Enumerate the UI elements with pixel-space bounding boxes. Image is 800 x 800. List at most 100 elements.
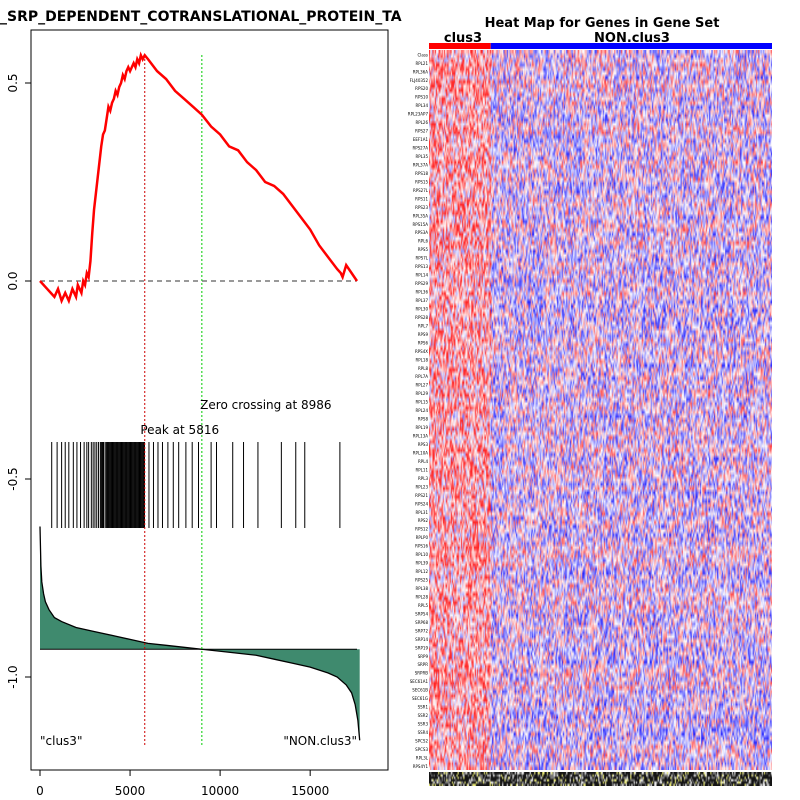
x-tick-label: 15000: [291, 784, 329, 798]
heatmap-row-label: RPS21: [415, 493, 428, 498]
heatmap-row-label: SRP9: [418, 654, 429, 659]
heatmap-row-label: FLJ40352: [410, 78, 429, 83]
heatmap-row-label: RPL8: [418, 366, 428, 371]
heatmap-row-label: SRPR: [417, 662, 428, 667]
heatmap-row-label: RPS3A: [415, 230, 428, 235]
heatmap-row-label: RPL37A: [413, 162, 429, 167]
heatmap-row-label: RPS8: [418, 417, 429, 422]
heatmap-row-label: RPL38: [415, 586, 428, 591]
ranked-metric-area: [39, 526, 361, 741]
heatmap-row-label: RPS27A: [412, 146, 428, 151]
heatmap-row-label: RPL6: [418, 239, 428, 244]
heatmap-row-label: RPL31: [415, 510, 428, 515]
heatmap-row-label: SRPRB: [415, 671, 429, 676]
heatmap-row-label: RPL35A: [413, 213, 429, 218]
heatmap-row-label: RPL7: [418, 323, 428, 328]
heatmap-row-label: RPL4: [418, 459, 428, 464]
heatmap-row-label: SRP19: [415, 645, 428, 650]
metric-fill: [40, 526, 360, 741]
heatmap-cells: [429, 50, 772, 770]
class-bar-segment: [490, 43, 772, 49]
heatmap-row-label: RPS23: [415, 205, 428, 210]
heatmap-row-label: RPL24: [415, 408, 428, 413]
enrichment-score-line: [39, 51, 359, 305]
heatmap-row-label: RPS27L: [413, 188, 429, 193]
heatmap-row-label: RPL19: [415, 425, 428, 430]
heatmap-row-label: RPS5: [418, 247, 429, 252]
heatmap-row-label: RPL10A: [413, 450, 429, 455]
heatmap-row-label: SSR2: [418, 713, 429, 718]
heatmap-row-label: RPL21: [415, 61, 428, 66]
heatmap-row-label: RPLP0: [416, 535, 429, 540]
heatmap-row-label: RPS15A: [412, 222, 428, 227]
x-tick-label: 10000: [201, 784, 239, 798]
heatmap-row-label: RPL15: [415, 400, 428, 405]
heatmap-row-label: RPL5: [418, 603, 428, 608]
y-axis: 0.5 0.0 -0.5 -1.0: [6, 73, 31, 689]
heatmap-row-label: RPS25: [415, 578, 428, 583]
heatmap-row-label: SSR4: [418, 730, 429, 735]
heatmap-row-label: RPS28: [415, 315, 428, 320]
heatmap-row-label: RPL23AP7: [408, 112, 429, 117]
heatmap-row-label: RPL10: [415, 552, 428, 557]
heatmap-row-label: SEC61B: [412, 688, 428, 693]
heatmap-row-label: RPL13A: [413, 434, 429, 439]
heatmap-row-label: SRP72: [415, 628, 428, 633]
heatmap-row-label: RPS3: [418, 442, 429, 447]
peak-label: Peak at 5816: [140, 423, 219, 437]
heatmap-row-label: RPL11: [415, 467, 428, 472]
heatmap-row-label: SRP14: [415, 637, 428, 642]
heatmap-row-label: SPCS3: [415, 747, 428, 752]
heatmap-row-label: SEC61G: [412, 696, 428, 701]
heatmap-row-label: RPS12: [415, 527, 428, 532]
heatmap-group-label-clus3: clus3: [444, 31, 482, 46]
heatmap-row-label: RPL14: [415, 273, 428, 278]
heatmap-row-label: EEF1A1: [413, 137, 429, 142]
heatmap-row-label: RPS4Y1: [413, 764, 429, 769]
enrichment-plot-title: _SRP_DEPENDENT_COTRANSLATIONAL_PROTEIN_T…: [0, 9, 402, 25]
enrichment-plot: _SRP_DEPENDENT_COTRANSLATIONAL_PROTEIN_T…: [0, 9, 402, 798]
heatmap-row-label: RPL29: [415, 391, 428, 396]
heatmap-row-label: RPS16: [415, 544, 428, 549]
heatmap-row-label: SEC61A1: [410, 679, 429, 684]
heatmap-row-label: RPS15: [415, 179, 428, 184]
heatmap-row-label: RPS9: [418, 332, 429, 337]
y-tick-label: -0.5: [6, 467, 20, 490]
heatmap-row-label: RPL36A: [413, 69, 429, 74]
gene-hit-ticks: [51, 442, 341, 528]
heatmap-row-label: RPL23: [415, 484, 428, 489]
heatmap-title: Heat Map for Genes in Gene Set: [485, 16, 720, 31]
heatmap-row-label: RPS27: [415, 129, 428, 134]
heatmap-row-label: RPL39: [415, 561, 428, 566]
heatmap-row-label: RPS11: [415, 196, 428, 201]
heatmap-row-label: RPL3L: [416, 755, 429, 760]
class-bar-segment: [429, 43, 491, 49]
heatmap-row-label: Class: [417, 52, 428, 57]
heatmap-row-label: RPS7L: [415, 256, 428, 261]
heatmap-class-bar: [429, 43, 772, 49]
heatmap-row-label: RPS6: [418, 340, 429, 345]
x-tick-label: 5000: [115, 784, 146, 798]
heatmap-row-label: SSR3: [418, 722, 429, 727]
heatmap-row-label: SRP68: [415, 620, 428, 625]
y-tick-label: 0.0: [6, 271, 20, 290]
heatmap-row-label: RPL28: [415, 594, 428, 599]
heatmap-row-label: SPCS2: [415, 738, 428, 743]
x-tick-label: 0: [36, 784, 44, 798]
heatmap-row-label: RPS4X: [415, 349, 428, 354]
heatmap-row-label: RPL27: [415, 383, 428, 388]
heatmap-row-label: RPL30: [415, 306, 428, 311]
heatmap-row-label: RPL3: [418, 476, 428, 481]
heatmap-row-label: RPL35: [415, 154, 428, 159]
heatmap-row-label: RPS24: [415, 501, 428, 506]
heatmap-row-label: RPL34: [415, 103, 428, 108]
heatmap-row-label: SSR1: [418, 705, 429, 710]
heatmap-panel: Heat Map for Genes in Gene Set clus3 NON…: [408, 16, 772, 786]
heatmap-row-label: RPL36: [415, 290, 428, 295]
heatmap-row-label: RPS29: [415, 281, 428, 286]
heatmap-row-label: RPS2: [418, 518, 429, 523]
y-tick-label: 0.5: [6, 73, 20, 92]
heatmap-group-label-nonclus3: NON.clus3: [594, 31, 670, 46]
x-axis: 0 5000 10000 15000: [36, 770, 329, 798]
